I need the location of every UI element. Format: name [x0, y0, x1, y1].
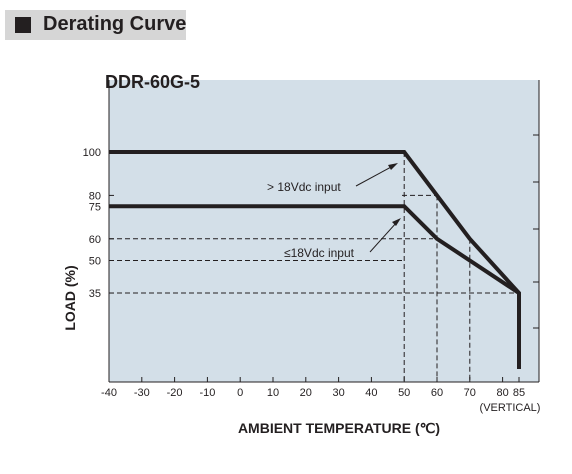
x-tick-label: -20: [167, 387, 183, 399]
y-tick-label: 60: [89, 234, 101, 246]
x-tick-label: 60: [431, 387, 443, 399]
square-bullet-icon: [15, 17, 31, 33]
chart-title: DDR-60G-5: [105, 72, 200, 92]
x-tick-label: 10: [267, 387, 279, 399]
x-axis-label: AMBIENT TEMPERATURE (℃): [238, 420, 440, 436]
section-title: Derating Curve: [43, 13, 187, 35]
x-tick-label: 40: [365, 387, 377, 399]
x-tick-label: 80: [496, 387, 508, 399]
y-axis-label: LOAD (%): [62, 265, 78, 330]
annotation-arrowhead: [388, 163, 398, 170]
section-header: Derating Curve: [5, 10, 186, 40]
series-line-1: [109, 204, 521, 295]
annotation-label: ≤18Vdc input: [284, 246, 355, 260]
x-tick-label: 30: [332, 387, 344, 399]
annotation-leader: [369, 221, 398, 253]
series-line-0: [109, 150, 521, 369]
x-tick-label: -40: [101, 387, 117, 399]
y-tick-label: 35: [89, 288, 101, 300]
y-tick-label: 50: [89, 256, 101, 268]
x-tick-note: (VERTICAL): [480, 402, 541, 414]
annotation-label: > 18Vdc input: [267, 180, 341, 194]
x-tick-label: 50: [398, 387, 410, 399]
annotation-arrowhead: [392, 218, 401, 226]
x-tick-label: -30: [134, 387, 150, 399]
x-tick-label: 0: [237, 387, 243, 399]
y-tick-label: 80: [89, 190, 101, 202]
y-tick-label: 75: [89, 201, 101, 213]
annotation-leader: [355, 165, 394, 187]
x-tick-label: -10: [199, 387, 215, 399]
area-fill: [109, 152, 519, 382]
y-tick-label: 100: [83, 147, 101, 159]
x-tick-label: 20: [300, 387, 312, 399]
x-tick-label: 85: [513, 387, 525, 399]
x-tick-label: 70: [464, 387, 476, 399]
